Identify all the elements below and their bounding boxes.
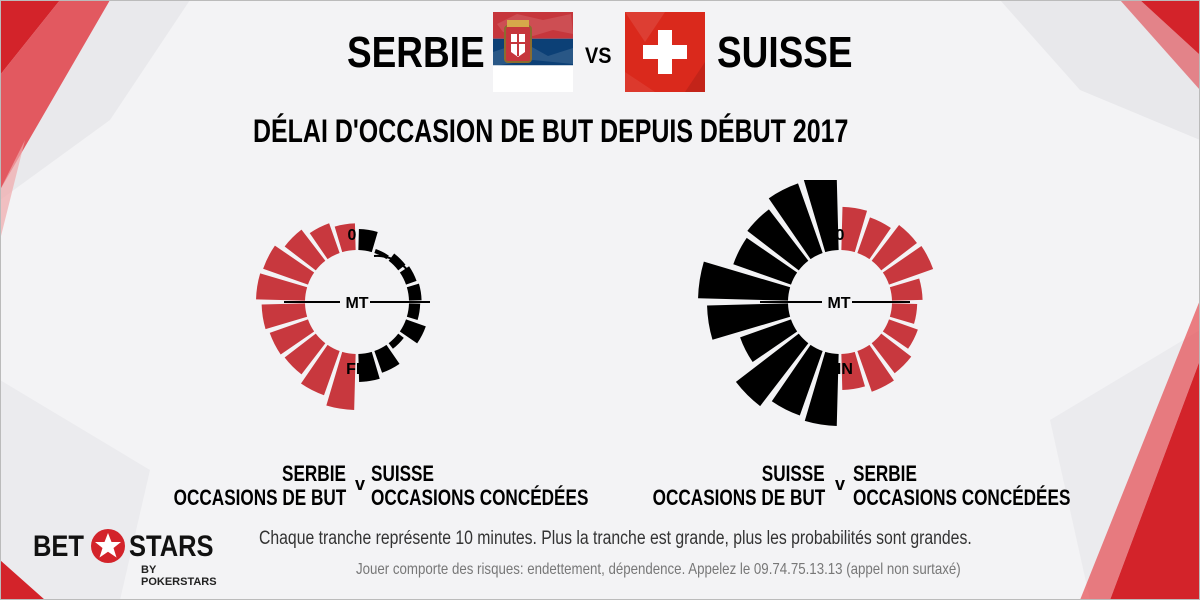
marker-half: MT (827, 295, 850, 312)
left-slice-45-50 (261, 303, 308, 330)
right-slice-10-20 (857, 217, 891, 260)
left-slice-20-30 (284, 229, 326, 271)
left-slice-45-50 (707, 303, 791, 340)
legend-left-v: v (355, 474, 366, 494)
radial-chart-switzerland-attack: 0 MT FIN (698, 180, 934, 426)
serbia-flag-icon (493, 12, 573, 92)
marker-end: FIN (827, 361, 853, 378)
left-slice-0-10 (334, 223, 356, 253)
chart-bars (698, 180, 934, 426)
right-slice-70-80 (374, 344, 400, 373)
right-slice-45-50 (406, 303, 421, 320)
left-slice-20-30 (747, 209, 809, 271)
left-slice-50-60 (269, 319, 315, 355)
team-right-title: SUISSE (717, 28, 853, 77)
team-left-title: SERBIE (347, 28, 485, 77)
right-slice-30-40 (399, 266, 417, 285)
left-slice-40-45 (256, 273, 308, 301)
marker-start: 0 (836, 227, 845, 244)
logo-bet: BET (33, 530, 84, 563)
disclaimer: Jouer comporte des risques: endettement,… (356, 561, 961, 578)
legend-left-team-a: SERBIE (282, 461, 346, 486)
left-slice-60-70 (284, 333, 326, 375)
left-slice-50-60 (740, 319, 798, 363)
chart-bars (256, 223, 426, 410)
logo-subtitle: BY POKERSTARS (141, 564, 217, 588)
right-slice-50-60 (399, 319, 426, 344)
right-slice-0-10 (358, 229, 378, 253)
chart-subtitle: DÉLAI D'OCCASION DE BUT DEPUIS DÉBUT 201… (253, 113, 849, 149)
legend-right-label-b: OCCASIONS CONCÉDÉES (853, 485, 1071, 510)
left-slice-30-40 (733, 237, 798, 285)
right-slice-30-40 (882, 246, 934, 285)
radial-chart-serbia-attack: 0 MT FIN (256, 223, 430, 410)
logo-stars: STARS (129, 530, 214, 563)
marker-half: MT (345, 295, 368, 312)
right-slice-60-70 (388, 333, 404, 349)
legend-left-label-a: OCCASIONS DE BUT (173, 485, 346, 510)
left-slice-70-80 (771, 344, 823, 416)
legend-right-team-a: SUISSE (762, 461, 825, 486)
footnote: Chaque tranche représente 10 minutes. Pl… (259, 528, 972, 549)
legend-right-v: v (835, 474, 846, 494)
legend-right-label-a: OCCASIONS DE BUT (652, 485, 825, 510)
right-slice-20-30 (871, 225, 917, 271)
right-slice-80-90 (358, 351, 380, 382)
legend-left-team-b: SUISSE (371, 461, 434, 486)
right-slice-0-10 (841, 206, 868, 253)
left-slice-30-40 (263, 245, 315, 285)
marker-half-bg (822, 294, 852, 310)
left-slice-10-20 (309, 223, 340, 260)
left-slice-80-90 (804, 351, 839, 426)
switzerland-flag-icon (625, 12, 705, 92)
marker-end: FIN (346, 361, 372, 378)
left-slice-60-70 (735, 333, 809, 407)
right-slice-80-90 (841, 351, 865, 390)
betstars-logo[interactable]: BET STARS BY POKERSTARS (33, 528, 233, 588)
vs-label: VS (585, 43, 612, 68)
star-icon (91, 529, 125, 563)
clock-arc (373, 254, 415, 282)
left-slice-10-20 (768, 183, 823, 260)
right-slice-45-50 (889, 303, 918, 324)
legend-right-team-b: SERBIE (853, 461, 917, 486)
right-slice-40-45 (889, 278, 923, 301)
legend-left-label-b: OCCASIONS CONCÉDÉES (371, 485, 589, 510)
left-slice-40-45 (698, 261, 791, 301)
right-slice-60-70 (871, 333, 912, 374)
right-slice-70-80 (857, 344, 894, 392)
right-slice-50-60 (882, 319, 918, 349)
left-slice-0-10 (803, 180, 839, 253)
marker-start: 0 (348, 227, 357, 244)
left-slice-70-80 (300, 344, 340, 396)
marker-half-bg (340, 294, 370, 310)
left-slice-80-90 (326, 351, 356, 410)
right-slice-40-45 (406, 283, 422, 301)
